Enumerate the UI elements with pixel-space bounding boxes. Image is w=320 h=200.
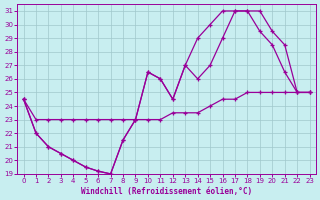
- X-axis label: Windchill (Refroidissement éolien,°C): Windchill (Refroidissement éolien,°C): [81, 187, 252, 196]
